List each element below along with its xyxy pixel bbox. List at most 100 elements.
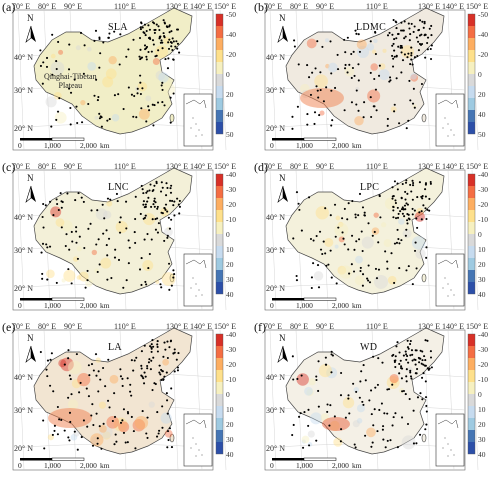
inset-island bbox=[442, 127, 444, 129]
colorbar-segment bbox=[216, 174, 223, 186]
sample-site bbox=[145, 191, 148, 194]
sample-site bbox=[156, 207, 159, 210]
inset-island bbox=[442, 447, 444, 449]
sample-site bbox=[162, 378, 165, 381]
sample-site bbox=[378, 195, 381, 198]
colorbar-segment bbox=[216, 370, 223, 382]
sample-site bbox=[147, 105, 150, 108]
sample-site bbox=[380, 402, 383, 405]
inset-island bbox=[453, 294, 455, 296]
sample-site bbox=[309, 237, 313, 241]
trait-patch bbox=[132, 418, 146, 432]
colorbar-tick: -20 bbox=[478, 50, 488, 59]
inset-island bbox=[442, 287, 444, 289]
sample-site bbox=[160, 211, 163, 214]
sample-site bbox=[330, 124, 333, 127]
sample-site bbox=[355, 32, 358, 35]
colorbar bbox=[215, 173, 224, 295]
inset-coast bbox=[437, 99, 459, 109]
sample-site bbox=[296, 377, 299, 381]
trait-patch bbox=[378, 63, 386, 70]
inset-island bbox=[190, 447, 192, 449]
sample-site bbox=[168, 288, 171, 291]
sample-site bbox=[154, 218, 157, 221]
sample-site bbox=[400, 208, 403, 211]
lon-label: 80° E bbox=[38, 162, 57, 171]
sample-site bbox=[46, 359, 50, 362]
sample-site bbox=[395, 345, 398, 348]
colorbar-segment bbox=[468, 442, 475, 454]
sample-site bbox=[392, 216, 395, 219]
sample-site bbox=[424, 359, 427, 362]
sample-site bbox=[130, 394, 133, 397]
sample-site bbox=[392, 42, 395, 45]
sample-site bbox=[166, 399, 169, 402]
trait-patch bbox=[58, 359, 67, 368]
sample-site bbox=[146, 364, 149, 368]
sample-site bbox=[408, 27, 411, 30]
trait-patch bbox=[324, 237, 334, 247]
sample-site bbox=[411, 102, 415, 105]
sample-site bbox=[327, 263, 330, 266]
sample-site bbox=[352, 270, 356, 273]
lon-label: 80° E bbox=[290, 162, 309, 171]
lon-label: 110° E bbox=[366, 322, 388, 331]
trait-patch bbox=[306, 38, 317, 49]
panel-letter: (c) bbox=[2, 160, 16, 174]
sample-site bbox=[405, 375, 408, 378]
north-arrow-icon bbox=[25, 25, 36, 43]
sample-site bbox=[410, 46, 413, 49]
lat-label: 20° N bbox=[266, 284, 285, 293]
scale-label: km bbox=[100, 461, 110, 470]
sample-site bbox=[159, 35, 162, 38]
sample-site bbox=[143, 44, 147, 47]
lat-label: 30° N bbox=[14, 86, 33, 95]
trait-patch bbox=[319, 110, 325, 116]
sample-site bbox=[121, 377, 124, 380]
sample-site bbox=[410, 377, 413, 380]
sample-site bbox=[405, 179, 408, 182]
sample-site bbox=[292, 423, 295, 427]
trait-patch bbox=[410, 74, 419, 82]
plateau-highlight bbox=[300, 88, 344, 108]
trait-patch bbox=[378, 69, 390, 81]
sample-site bbox=[331, 354, 334, 357]
sample-site bbox=[361, 284, 364, 287]
sample-site bbox=[172, 58, 175, 61]
sample-site bbox=[98, 117, 101, 120]
colorbar-segment bbox=[216, 382, 223, 394]
sample-site bbox=[136, 87, 139, 90]
sample-site bbox=[331, 119, 334, 122]
north-arrow-icon bbox=[277, 345, 288, 363]
trait-patch bbox=[324, 38, 329, 43]
sample-site bbox=[315, 378, 318, 382]
sample-site bbox=[412, 181, 415, 185]
trait-patch bbox=[366, 43, 375, 51]
sample-site bbox=[319, 248, 323, 251]
sample-site bbox=[391, 33, 394, 36]
trait-patch bbox=[386, 376, 400, 389]
trait-patch bbox=[95, 208, 108, 221]
sample-site bbox=[86, 279, 89, 282]
sample-site bbox=[363, 211, 366, 214]
trait-patch bbox=[102, 76, 114, 88]
colorbar-tick: -40 bbox=[226, 30, 236, 39]
sample-site bbox=[420, 218, 423, 221]
sample-site bbox=[166, 446, 169, 449]
sample-site bbox=[68, 87, 71, 90]
sample-site bbox=[358, 192, 362, 196]
inset-island bbox=[190, 127, 192, 129]
sample-site bbox=[394, 365, 397, 369]
sample-site bbox=[125, 279, 128, 282]
sample-site bbox=[173, 214, 176, 217]
sample-site bbox=[152, 203, 155, 206]
trait-patch bbox=[134, 415, 149, 430]
sample-site bbox=[134, 447, 137, 450]
sample-site bbox=[119, 33, 122, 36]
sample-site bbox=[392, 65, 395, 68]
sample-site bbox=[64, 244, 67, 248]
sample-site bbox=[141, 87, 144, 90]
sample-site bbox=[49, 384, 52, 387]
trait-patch bbox=[373, 212, 379, 218]
lat-label: 40° N bbox=[14, 53, 33, 62]
